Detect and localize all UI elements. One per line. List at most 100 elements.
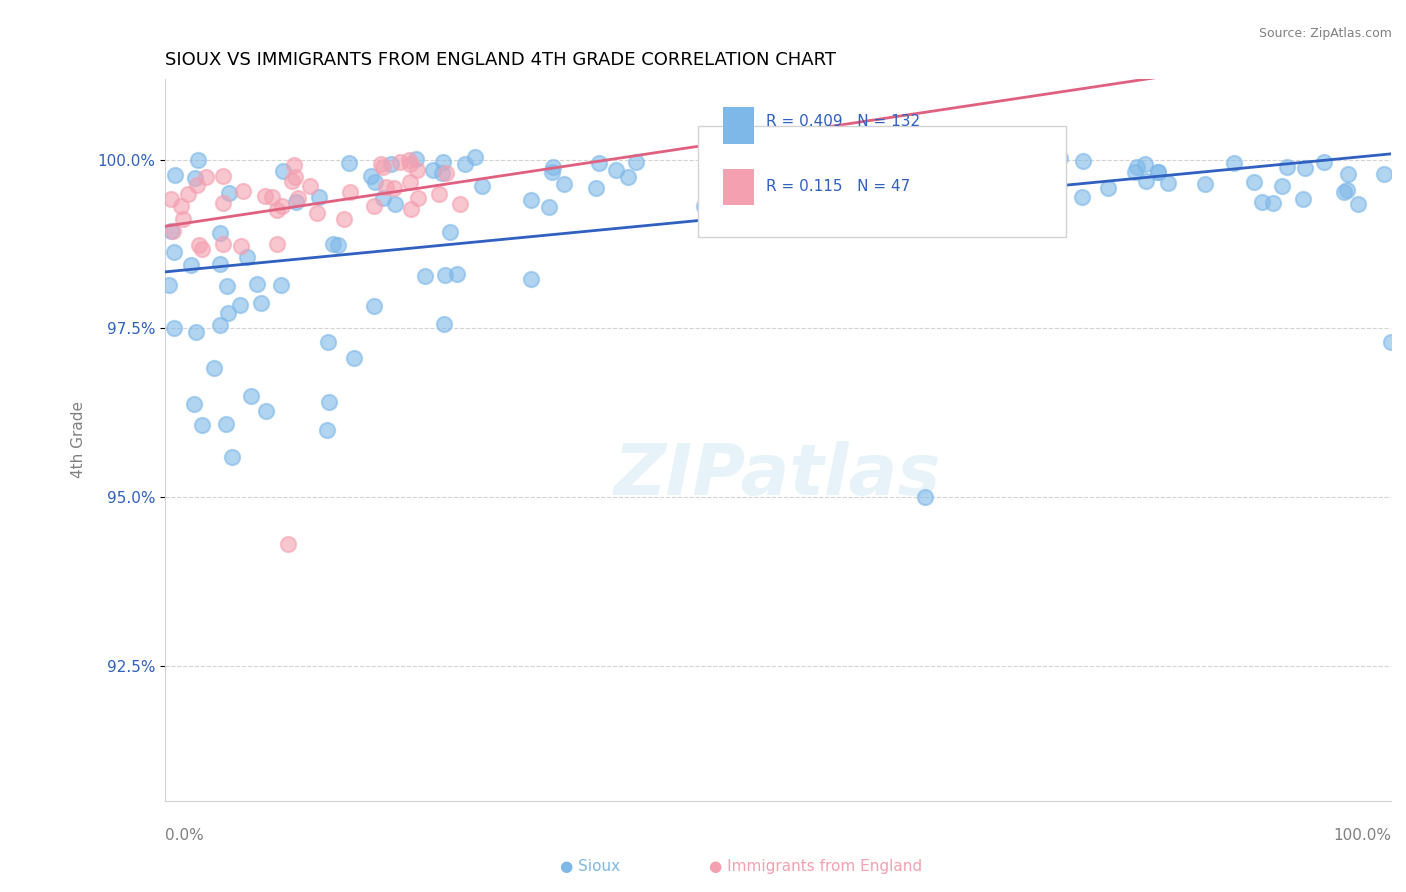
Point [1223,156,1246,170]
Point [1313,154,1336,169]
Point [184,171,207,186]
Point [1337,167,1360,181]
Point [765,182,787,196]
Point [446,268,468,282]
Point [799,152,821,166]
Point [229,298,252,312]
Point [537,200,560,214]
Point [215,278,238,293]
Point [807,186,830,201]
Point [254,188,277,202]
Point [520,271,543,285]
Point [326,238,349,252]
FancyBboxPatch shape [723,107,754,144]
Point [1097,181,1119,195]
Point [449,197,471,211]
Point [172,211,194,226]
Point [370,157,392,171]
Point [454,157,477,171]
Point [1049,151,1071,165]
Point [616,170,638,185]
Point [464,150,486,164]
Point [422,162,444,177]
Point [398,175,420,189]
Point [165,168,187,182]
Point [1251,194,1274,209]
Point [1046,175,1069,189]
Point [308,190,330,204]
Point [373,191,395,205]
Point [266,202,288,217]
Point [250,295,273,310]
Point [851,186,873,200]
Point [761,179,783,194]
Point [157,277,180,292]
Point [806,184,828,198]
Point [162,224,184,238]
Point [1135,156,1157,170]
Point [1275,160,1298,174]
Point [209,257,232,271]
Point [693,199,716,213]
Point [1292,192,1315,206]
Point [191,242,214,256]
Point [333,212,356,227]
Point [283,159,305,173]
FancyBboxPatch shape [723,169,754,205]
Point [363,175,385,189]
Point [260,190,283,204]
Y-axis label: 4th Grade: 4th Grade [72,401,86,478]
Point [997,153,1019,167]
Point [382,181,405,195]
Text: R = 0.409   N = 132: R = 0.409 N = 132 [766,114,920,129]
Point [1040,170,1063,185]
Point [363,299,385,313]
Point [413,269,436,284]
Point [901,191,924,205]
Text: ● Sioux: ● Sioux [561,859,620,874]
Point [398,153,420,167]
Point [1271,178,1294,193]
Point [772,169,794,184]
Point [277,537,299,551]
Point [768,198,790,212]
Point [188,238,211,252]
Point [270,277,292,292]
Point [1336,183,1358,197]
Point [1333,185,1355,199]
Point [942,163,965,178]
Point [208,226,231,240]
Point [434,166,457,180]
Point [287,190,309,204]
Point [183,397,205,411]
Point [471,178,494,193]
Point [339,185,361,199]
Point [163,245,186,260]
Point [1126,161,1149,175]
Point [1135,174,1157,188]
Point [1294,161,1316,175]
Point [218,186,240,201]
Point [439,225,461,239]
Point [955,158,977,172]
Point [160,224,183,238]
Point [884,178,907,193]
Point [1243,176,1265,190]
Point [405,152,427,166]
Point [520,193,543,207]
Point [432,155,454,169]
Point [984,174,1007,188]
FancyBboxPatch shape [699,126,1066,237]
Point [585,181,607,195]
Point [380,156,402,170]
Point [754,185,776,199]
Point [186,325,208,339]
Point [375,180,398,194]
Point [1024,160,1046,174]
Point [305,206,328,220]
Point [717,153,740,168]
Text: 0.0%: 0.0% [165,828,204,843]
Text: ZIPatlas: ZIPatlas [614,442,942,510]
Point [1123,165,1146,179]
Point [1038,156,1060,170]
